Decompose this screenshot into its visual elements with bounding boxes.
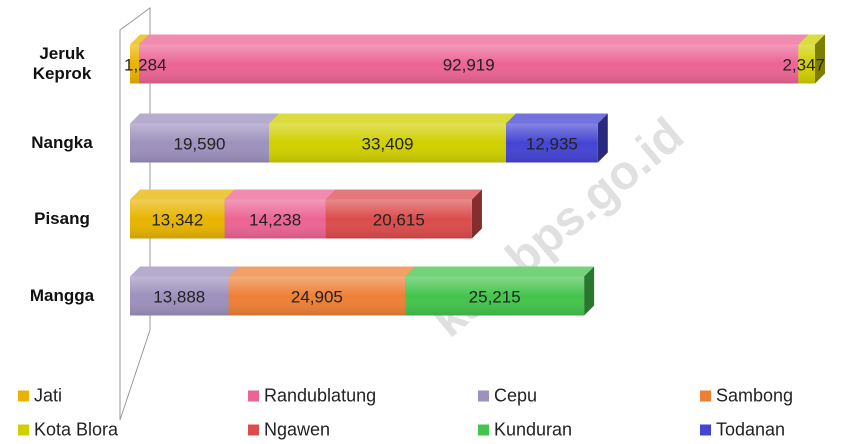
bar-top bbox=[798, 34, 825, 45]
bar-segment bbox=[130, 113, 279, 163]
bar-segment bbox=[224, 189, 336, 239]
bar-side bbox=[471, 189, 482, 239]
legend-item: Ngawen bbox=[248, 420, 330, 441]
data-label: 20,615 bbox=[373, 210, 425, 229]
bar-top bbox=[268, 113, 517, 124]
bar-top bbox=[224, 189, 336, 200]
bar-shine bbox=[325, 199, 472, 239]
bar-shine bbox=[224, 199, 326, 239]
data-label: 14,238 bbox=[249, 210, 301, 229]
data-label: 24,905 bbox=[291, 287, 343, 306]
bar-top bbox=[130, 189, 235, 200]
bar-shine bbox=[506, 123, 598, 163]
legend-label: Cepu bbox=[494, 385, 538, 406]
bar-top bbox=[325, 189, 482, 200]
data-label: 92,919 bbox=[443, 55, 495, 74]
legend-swatch bbox=[700, 424, 711, 436]
data-label: 13,342 bbox=[151, 210, 203, 229]
bar-top bbox=[130, 113, 279, 124]
bar-side bbox=[815, 34, 825, 84]
data-label: 12,935 bbox=[526, 134, 578, 153]
bar-top bbox=[506, 113, 608, 124]
bar-side bbox=[597, 113, 608, 163]
category-label: Jeruk Keprok bbox=[32, 44, 92, 83]
data-label: 2,347 bbox=[782, 55, 825, 74]
bar-shine bbox=[228, 276, 406, 316]
legend-swatch bbox=[478, 390, 489, 402]
data-label: 1,284 bbox=[124, 55, 167, 74]
legend-item: Sambong bbox=[700, 386, 793, 407]
legend-swatch bbox=[248, 390, 259, 402]
bar-segment bbox=[506, 113, 608, 163]
legend-label: Sambong bbox=[716, 385, 794, 406]
data-label: 13,888 bbox=[153, 287, 205, 306]
bar-top bbox=[130, 34, 150, 45]
data-label: 19,590 bbox=[173, 134, 225, 153]
legend-item: Kunduran bbox=[478, 420, 572, 441]
bar-shine bbox=[139, 44, 799, 84]
bar-shine bbox=[130, 276, 229, 316]
legend-swatch bbox=[478, 424, 489, 436]
bar-shine bbox=[130, 123, 269, 163]
legend-label: Todanan bbox=[716, 419, 786, 440]
legend-swatch bbox=[18, 390, 29, 402]
legend-item: Cepu bbox=[478, 386, 537, 407]
bar-segment bbox=[139, 34, 809, 84]
bar-top bbox=[139, 34, 809, 45]
bar-segment bbox=[798, 34, 825, 84]
category-label: Mangga bbox=[29, 286, 95, 305]
legend-item: Randublatung bbox=[248, 386, 376, 407]
bar-segment bbox=[130, 189, 235, 239]
data-label: 33,409 bbox=[362, 134, 414, 153]
bar-segment bbox=[268, 113, 517, 163]
bar-shine bbox=[798, 44, 815, 84]
legend-item: Todanan bbox=[700, 420, 785, 441]
bar-side bbox=[584, 266, 595, 316]
legend-item: Kota Blora bbox=[18, 420, 118, 441]
bar-top bbox=[405, 266, 595, 277]
legend-label: Randublatung bbox=[264, 385, 377, 406]
bar-shine bbox=[130, 44, 140, 84]
category-label: Nangka bbox=[31, 133, 93, 152]
legend-item: Jati bbox=[18, 386, 62, 407]
bar-segment bbox=[228, 266, 416, 316]
bar-top bbox=[228, 266, 416, 277]
bar-shine bbox=[130, 199, 225, 239]
bar-shine bbox=[405, 276, 585, 316]
legend-swatch bbox=[700, 390, 711, 402]
data-label: 25,215 bbox=[469, 287, 521, 306]
bar-shine bbox=[268, 123, 507, 163]
legend-swatch bbox=[18, 424, 29, 436]
category-label: Pisang bbox=[34, 209, 90, 228]
bar-segment bbox=[405, 266, 595, 316]
legend-label: Kunduran bbox=[494, 419, 573, 440]
legend-label: Jati bbox=[34, 385, 63, 406]
bar-top bbox=[130, 266, 239, 277]
bar-segment bbox=[325, 189, 482, 239]
legend-swatch bbox=[248, 424, 259, 436]
legend-label: Kota Blora bbox=[34, 419, 119, 440]
legend-label: Ngawen bbox=[264, 419, 331, 440]
